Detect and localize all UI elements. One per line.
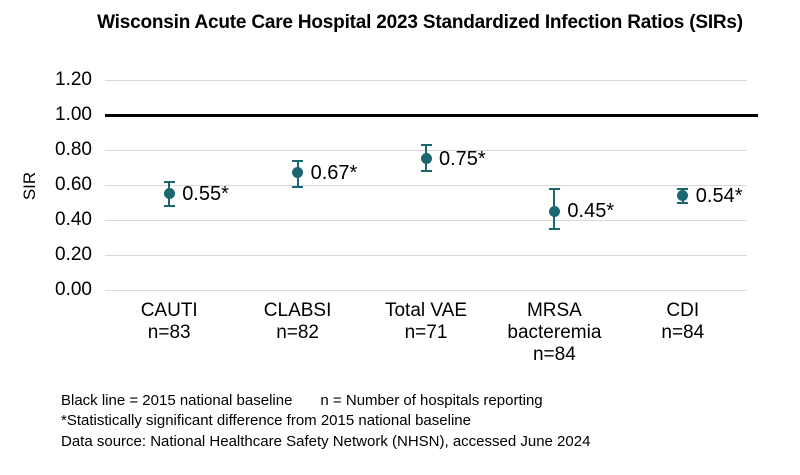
- x-axis-label-mrsa-bacteremia: MRSA bacteremia n=84: [479, 300, 629, 366]
- x-axis-label-line: CDI: [666, 300, 700, 321]
- footnote-n-definition: n = Number of hospitals reporting: [320, 392, 543, 409]
- x-axis-label-line: MRSA: [526, 300, 582, 321]
- footnotes: Black line = 2015 national baseline n = N…: [61, 391, 590, 452]
- x-axis-label-cdi: CDI n=84: [608, 300, 758, 344]
- plot-area: 0.55* 0.67* 0.75* 0.45* 0.54*: [105, 80, 758, 291]
- y-tick-label-0.40: 0.40: [55, 209, 92, 230]
- error-bar-cap-top-mrsa-bacteremia: [548, 187, 560, 190]
- error-bar-cap-bottom-clabsi: [292, 185, 304, 188]
- data-point-mrsa-bacteremia: [548, 205, 560, 217]
- x-axis-label-line: bacteremia: [507, 322, 602, 343]
- value-label-mrsa-bacteremia: 0.45*: [567, 200, 615, 223]
- y-tick-label-1.20: 1.20: [55, 69, 92, 90]
- footnote-significance: *Statistically significant difference fr…: [61, 412, 471, 430]
- x-axis-label-line: n=83: [147, 322, 191, 343]
- error-bar-cap-bottom-cauti: [163, 205, 175, 207]
- gridline-1.20: [105, 80, 747, 81]
- y-tick-label-1.00: 1.00: [55, 104, 92, 125]
- gridline-0.00: [105, 290, 747, 291]
- x-axis-label-line: CAUTI: [140, 300, 198, 321]
- x-axis-label-line: n=84: [532, 344, 576, 365]
- footnote-baseline-note: Black line = 2015 national baseline n = N…: [61, 391, 590, 411]
- gridline-0.40: [105, 220, 747, 221]
- x-axis-label-clabsi: CLABSI n=82: [223, 300, 373, 344]
- y-tick-label-0.80: 0.80: [55, 139, 92, 160]
- x-axis-label-cauti: CAUTI n=83: [94, 300, 244, 344]
- x-axis-label-line: CLABSI: [263, 300, 332, 321]
- footnote-baseline-text: Black line = 2015 national baseline: [61, 392, 293, 409]
- error-bar-cap-top-cdi: [677, 187, 689, 190]
- data-point-cauti: [163, 188, 175, 200]
- error-bar-cap-bottom-total-vae: [420, 170, 432, 172]
- x-axis-label-line: n=82: [276, 322, 319, 343]
- error-bar-cap-top-clabsi: [292, 159, 304, 162]
- gridline-0.20: [105, 255, 747, 256]
- y-tick-label-0.60: 0.60: [55, 174, 92, 195]
- error-bar-cap-bottom-cdi: [677, 201, 689, 204]
- error-bar-cap-top-cauti: [163, 180, 175, 183]
- baseline-line-1.00: [105, 113, 758, 117]
- y-axis-ticks: 0.00 0.20 0.40 0.60 0.80 1.00 1.20: [28, 70, 92, 300]
- data-point-clabsi: [292, 167, 304, 179]
- error-bar-cap-top-total-vae: [420, 143, 432, 146]
- value-label-cdi: 0.54*: [695, 184, 743, 207]
- chart-title: Wisconsin Acute Care Hospital 2023 Stand…: [97, 12, 743, 33]
- value-label-cauti: 0.55*: [182, 182, 229, 205]
- x-axis-label-line: n=84: [661, 322, 705, 343]
- data-point-cdi: [677, 190, 689, 201]
- x-axis-label-line: n=71: [404, 322, 448, 343]
- gridline-0.60: [105, 185, 747, 186]
- error-bar-cap-bottom-mrsa-bacteremia: [548, 227, 560, 230]
- x-axis-label-total-vae: Total VAE n=71: [351, 300, 501, 344]
- x-axis-label-line: Total VAE: [384, 300, 468, 321]
- value-label-clabsi: 0.67*: [310, 161, 358, 184]
- value-label-total-vae: 0.75*: [439, 147, 486, 170]
- y-tick-label-0.00: 0.00: [55, 279, 92, 300]
- footnote-data-source: Data source: National Healthcare Safety …: [61, 432, 591, 450]
- data-point-total-vae: [420, 153, 432, 165]
- y-tick-label-0.20: 0.20: [55, 244, 92, 265]
